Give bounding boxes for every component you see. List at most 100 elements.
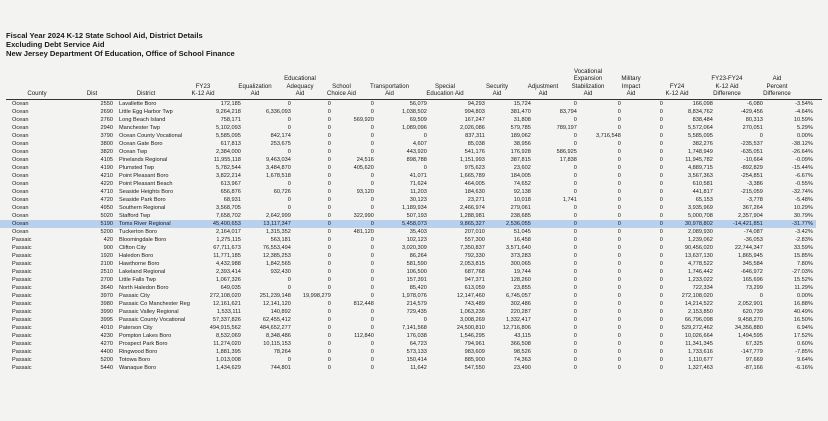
cell-fy23: 8,532,069	[216, 333, 241, 339]
cell-fy23: 45,400,653	[189, 220, 244, 228]
cell-choice: 0	[370, 341, 374, 347]
cell-diff: 345,584	[742, 261, 763, 267]
cell-vocational: 0	[617, 229, 621, 235]
cell-diff: 80,313	[745, 117, 763, 123]
cell-fy23: 1,013,008	[216, 357, 241, 363]
cell-county: Passaic	[12, 261, 32, 267]
cell-fy23: 1,533,111	[216, 309, 241, 315]
cell-pct: 17.52%	[793, 333, 813, 339]
cell-diff: 22,744,347	[734, 245, 763, 251]
cell-pct: -6.16%	[795, 365, 813, 371]
cell-security: 387,815	[510, 157, 531, 163]
cell-adequacy: 0	[327, 173, 331, 179]
cell-vocational: 0	[617, 205, 621, 211]
cell-dist: 3790	[100, 133, 113, 139]
cell-district: Tuckerton Boro	[119, 229, 158, 235]
cell-adjustment: 0	[573, 293, 577, 299]
cell-dist: 4710	[100, 189, 113, 195]
table-row: Ocean 4210 Point Pleasant Boro 3,822,214 1,6…	[0, 172, 816, 180]
cell-district: Prospect Park Boro	[119, 341, 168, 347]
cell-county: Ocean	[12, 141, 29, 147]
cell-diff: -36,053	[743, 237, 763, 243]
cell-adjustment: 83,794	[559, 109, 577, 115]
cell-fy24: 382,276	[692, 141, 713, 147]
cell-vocational: 0	[579, 220, 624, 228]
cell-district: Point Pleasant Boro	[119, 173, 169, 179]
cell-adequacy: 0	[327, 213, 331, 219]
cell-transportation: 1,978,076	[402, 293, 427, 299]
cell-military: 0	[659, 117, 663, 123]
cell-equalization: 2,642,999	[266, 213, 291, 219]
cell-district: Long Beach Island	[119, 117, 166, 123]
cell-county: Ocean	[12, 189, 29, 195]
cell-dist: 2940	[100, 125, 113, 131]
table-row: Passaic 5440 Wanaque Boro 1,434,629 744,801 0…	[0, 364, 816, 372]
cell-special: 24,500,810	[456, 325, 485, 331]
cell-county: Passaic	[12, 349, 32, 355]
cell-transportation: 573,133	[406, 349, 427, 355]
cell-transportation: 898,788	[406, 157, 427, 163]
cell-vocational: 0	[617, 245, 621, 251]
cell-military: 0	[659, 293, 663, 299]
cell-adjustment: 789,197	[556, 125, 577, 131]
cell-diff: -254,851	[740, 173, 763, 179]
cell-security: 366,508	[510, 341, 531, 347]
cell-equalization: 60,726	[273, 189, 291, 195]
cell-choice: 0	[370, 285, 374, 291]
cell-choice: 0	[370, 149, 374, 155]
cell-diff: 0	[759, 133, 763, 139]
cell-district: Lakeland Regional	[119, 269, 166, 275]
cell-adjustment: 0	[573, 349, 577, 355]
column-header-transportation: Transportation Aid	[369, 82, 410, 97]
cell-security: 381,470	[510, 109, 531, 115]
cell-transportation: 56,079	[409, 101, 427, 107]
cell-equalization: 744,801	[270, 365, 291, 371]
cell-adequacy: 0	[327, 245, 331, 251]
cell-transportation: 1,189,934	[402, 205, 427, 211]
cell-diff: -892,829	[740, 165, 763, 171]
cell-security: 23,855	[513, 285, 531, 291]
cell-choice: 0	[370, 245, 374, 251]
cell-dist: 2510	[100, 269, 113, 275]
cell-vocational: 0	[617, 157, 621, 163]
column-header-choice: School Choice Aid	[326, 82, 357, 97]
cell-dist: 2700	[100, 277, 113, 283]
cell-transportation: 157,391	[406, 277, 427, 283]
cell-county: Passaic	[12, 325, 32, 331]
cell-fy24: 441,817	[692, 189, 713, 195]
cell-equalization: 563,181	[270, 237, 291, 243]
cell-dist: 1920	[100, 253, 113, 259]
cell-district: Ocean Twp	[119, 149, 148, 155]
cell-dist: 3640	[100, 285, 113, 291]
cell-military: 0	[659, 253, 663, 259]
cell-equalization: 0	[287, 149, 291, 155]
cell-fy23: 617,813	[220, 141, 241, 147]
cell-vocational: 0	[617, 357, 621, 363]
cell-transportation: 11,642	[410, 365, 427, 371]
cell-transportation: 507,193	[406, 213, 427, 219]
cell-adequacy: 0	[327, 349, 331, 355]
cell-district: Passaic City	[119, 293, 150, 299]
cell-district: Pinelands Regional	[119, 157, 168, 163]
cell-adequacy: 0	[327, 277, 331, 283]
cell-adequacy: 0	[327, 309, 331, 315]
cell-fy23: 649,035	[220, 285, 241, 291]
cell-pct: 9.64%	[797, 357, 813, 363]
cell-special: 7,350,837	[460, 245, 485, 251]
cell-dist: 4210	[100, 173, 113, 179]
cell-transportation: 0	[423, 133, 427, 139]
cell-special: 1,063,236	[460, 309, 485, 315]
cell-choice: 93,120	[356, 189, 374, 195]
cell-county: Ocean	[12, 149, 29, 155]
cell-diff: -6,080	[747, 101, 763, 107]
column-header-fy24: FY24 K-12 Aid	[665, 82, 689, 97]
cell-vocational: 0	[617, 261, 621, 267]
cell-diff: -10,664	[743, 157, 763, 163]
cell-county: Ocean	[12, 173, 29, 179]
cell-diff: 67,325	[745, 341, 763, 347]
cell-county: Ocean	[12, 181, 29, 187]
cell-adequacy: 0	[327, 181, 331, 187]
cell-fy23: 2,393,414	[216, 269, 241, 275]
cell-dist: 4720	[100, 197, 113, 203]
cell-choice: 812,448	[353, 301, 374, 307]
